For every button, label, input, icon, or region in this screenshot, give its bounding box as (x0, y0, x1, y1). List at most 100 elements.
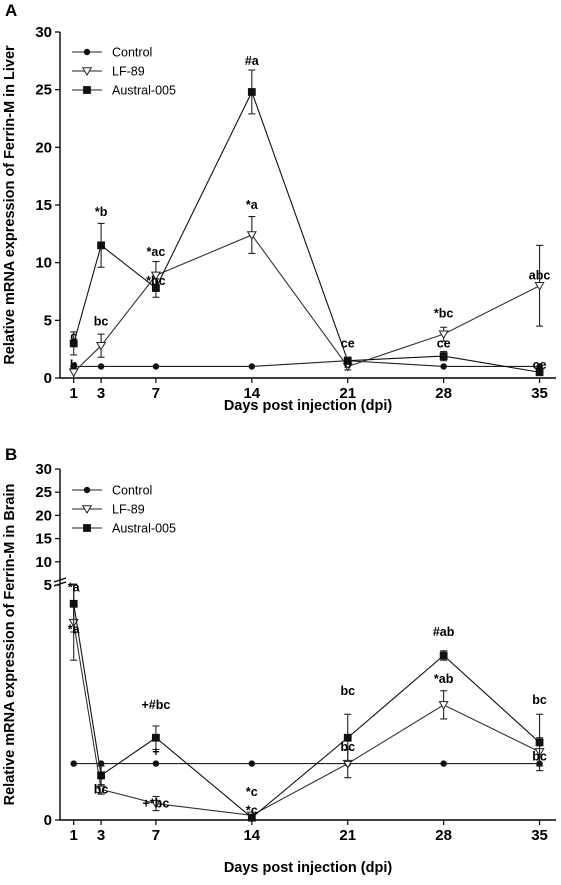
annotation-label: c (70, 329, 77, 343)
panel-label: A (5, 1, 17, 20)
legend: Control LF-89 Austral-005 (72, 46, 176, 98)
data-point (152, 284, 160, 292)
data-point (96, 785, 107, 795)
annotation-label: *b (95, 205, 108, 219)
x-tick-label: 21 (339, 827, 356, 844)
data-point (97, 241, 106, 250)
annotation-label: bc (94, 783, 109, 797)
annotation-label: c (98, 768, 105, 782)
data-point (247, 88, 256, 96)
x-tick-label: 28 (435, 385, 452, 402)
legend-marker (83, 86, 91, 94)
legend-label: Control (112, 46, 152, 60)
data-point (68, 368, 79, 378)
annotation-label: ce (533, 358, 547, 372)
data-point (150, 271, 161, 281)
data-point (70, 760, 77, 767)
legend-label: LF-89 (112, 503, 145, 517)
x-tick-label: 3 (97, 827, 105, 844)
data-point (248, 760, 256, 767)
series-lf-89 (68, 215, 545, 379)
legend-label: LF-89 (112, 65, 145, 79)
x-tick-label: 1 (70, 385, 78, 402)
y-tick-label: 0 (44, 370, 52, 387)
annotation-label: bc (532, 750, 547, 764)
data-point (439, 352, 448, 360)
annotation-label: *bc (146, 274, 166, 288)
series-austral-005 (69, 583, 544, 822)
annotation-label: bc (532, 693, 547, 707)
annotation-label: *a (246, 198, 259, 212)
x-tick-label: 28 (435, 827, 452, 844)
data-point (440, 363, 447, 370)
annotation-label: *c (246, 785, 258, 799)
legend-marker (83, 48, 91, 56)
data-point (96, 342, 107, 351)
series-line (73, 622, 540, 816)
y-tick-label: 30 (35, 461, 52, 478)
series-austral-005 (69, 69, 544, 377)
data-point (152, 733, 160, 742)
annotation-label: abc (529, 268, 551, 282)
annotation-label: ce (437, 336, 451, 350)
x-tick-label: 7 (152, 827, 160, 844)
data-point (248, 363, 256, 370)
y-tick-label: 5 (44, 312, 52, 329)
y-tick-label: 30 (35, 24, 52, 41)
data-point (97, 771, 106, 780)
x-tick-label: 7 (152, 385, 160, 402)
data-point (343, 733, 352, 742)
y-tick-label: 15 (35, 197, 52, 214)
legend-label: Austral-005 (112, 522, 176, 536)
legend-label: Austral-005 (112, 84, 176, 98)
panel-b-brain: B 0 5 10 15 20 25 30 1 3 7 14 21 28 35 Days post inject… (2, 445, 556, 876)
annotation-label: b (70, 358, 78, 372)
x-axis-title: Days post injection (dpi) (224, 398, 393, 414)
data-point (246, 231, 257, 240)
y-tick-label: 5 (44, 577, 52, 594)
annotation-label: *ab (434, 672, 454, 686)
annotation-label: *ac (147, 245, 166, 259)
data-point (152, 760, 160, 767)
annotation-label: *c (246, 804, 258, 818)
annotation-label: bc (94, 314, 109, 328)
y-tick-label: 15 (35, 531, 52, 548)
data-point (535, 368, 544, 377)
data-point (97, 363, 105, 370)
legend-marker (83, 524, 91, 532)
y-tick-label: 10 (35, 554, 52, 571)
data-point (535, 738, 544, 747)
series-control (70, 760, 543, 767)
legend-marker (81, 67, 93, 76)
y-tick-label: 20 (35, 139, 52, 156)
annotation-label: + (152, 745, 159, 759)
data-point (152, 363, 160, 370)
data-point (438, 330, 449, 340)
data-point (69, 599, 78, 608)
series-line (73, 90, 540, 373)
data-point (438, 701, 449, 710)
annotation-label: +#bc (141, 698, 170, 712)
series-line (73, 360, 540, 368)
annotation-label: ce (341, 336, 355, 350)
annotation-label: *a (68, 623, 81, 637)
data-point (150, 799, 161, 809)
x-tick-label: 1 (70, 827, 78, 844)
axis-break-mark (53, 577, 67, 583)
legend-marker (81, 505, 93, 514)
data-point (534, 282, 545, 291)
annotation-label: +*bc (143, 797, 170, 811)
y-tick-label: 0 (44, 812, 52, 829)
annotation-label: #ab (433, 625, 455, 639)
x-tick-label: 3 (97, 385, 105, 402)
y-tick-label: 25 (35, 82, 52, 99)
data-point (343, 356, 352, 365)
x-tick-label: 35 (531, 827, 548, 844)
legend: Control LF-89 Austral-005 (72, 484, 176, 536)
y-axis-title: Relative mRNA expression of Ferrin-M in … (2, 45, 18, 365)
y-tick-label: 10 (35, 255, 52, 272)
panel-label: B (5, 445, 17, 464)
x-tick-label: 21 (339, 385, 356, 402)
data-point (247, 813, 256, 822)
x-axis-title: Days post injection (dpi) (224, 860, 393, 876)
